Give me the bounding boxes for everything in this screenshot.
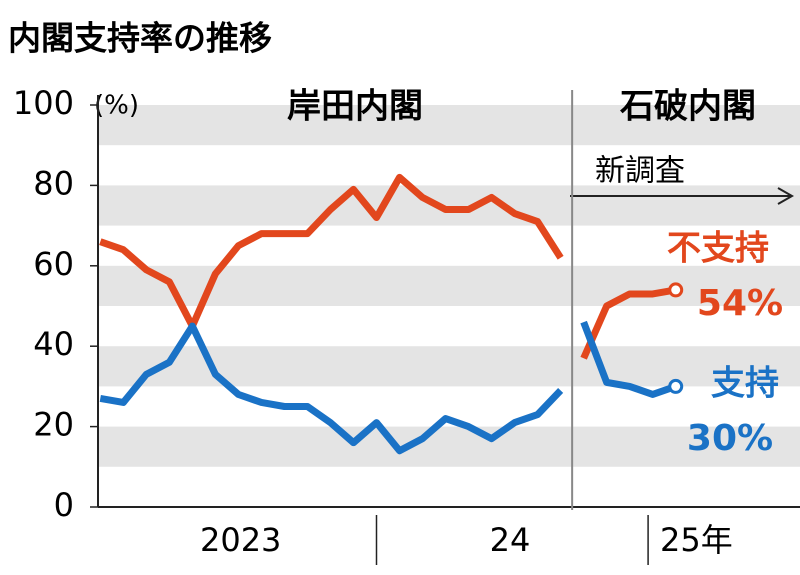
x-tick-label: 24 xyxy=(490,521,531,559)
chart-title: 内閣支持率の推移 xyxy=(8,19,272,58)
end-marker xyxy=(668,282,684,298)
x-tick-label: 2023 xyxy=(200,521,281,559)
period-label: 石破内閣 xyxy=(619,87,756,127)
grid-band xyxy=(98,426,800,467)
value-label: 30% xyxy=(687,418,773,459)
legend-label: 不支持 xyxy=(667,229,769,269)
line xyxy=(99,320,677,455)
y-tick-label: 60 xyxy=(33,245,74,283)
line xyxy=(99,173,677,360)
period-label: 岸田内閣 xyxy=(287,87,423,127)
y-tick-label: 40 xyxy=(33,325,74,363)
legend-label: 支持 xyxy=(711,364,779,404)
y-tick-label: 0 xyxy=(54,486,74,524)
y-unit: (%) xyxy=(94,91,139,121)
y-tick-label: 20 xyxy=(33,406,74,444)
period-note: 新調査 xyxy=(595,154,685,189)
x-tick-label: 25年 xyxy=(660,521,733,559)
end-marker xyxy=(668,378,684,394)
y-tick-label: 100 xyxy=(13,84,74,122)
grid-band xyxy=(98,185,800,226)
grid-band xyxy=(98,105,800,146)
value-label: 54% xyxy=(697,283,783,324)
y-tick-label: 80 xyxy=(33,164,74,202)
arrow-head xyxy=(777,187,795,205)
